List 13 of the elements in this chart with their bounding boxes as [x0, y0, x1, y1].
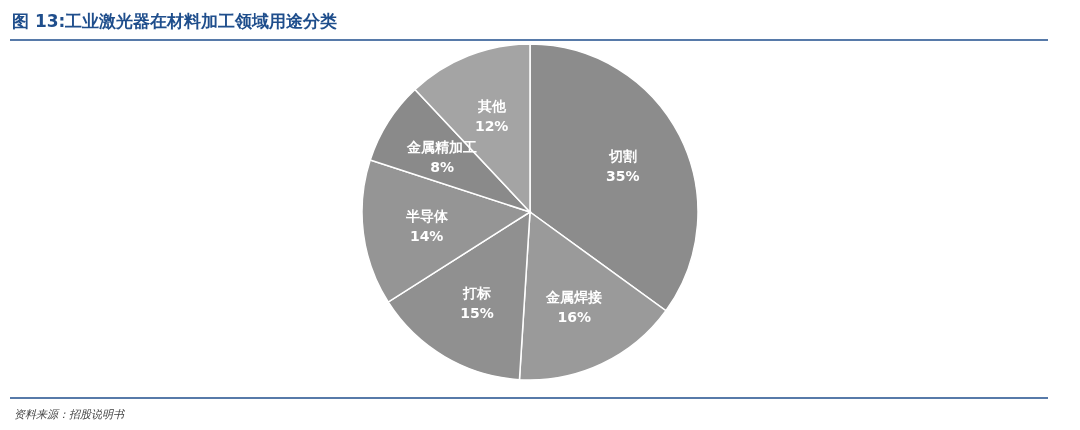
data-label: 35% [606, 167, 640, 184]
data-label: 12% [474, 118, 509, 135]
slice-label: 其他 [476, 98, 507, 115]
data-label: 16% [557, 309, 592, 326]
data-label: 15% [460, 304, 494, 321]
text: 资料来源：招股说明书 [14, 408, 126, 421]
slice-label: 半导体 [404, 208, 449, 225]
slice-label: 切割 [607, 147, 637, 164]
data-label: 8% [430, 159, 454, 176]
slice-label: 金属焊接 [545, 289, 603, 306]
slice-label: 打标 [461, 284, 491, 301]
text: 图 13:工业激光器在材料加工领域用途分类 [12, 11, 338, 31]
data-label: 14% [409, 228, 444, 245]
